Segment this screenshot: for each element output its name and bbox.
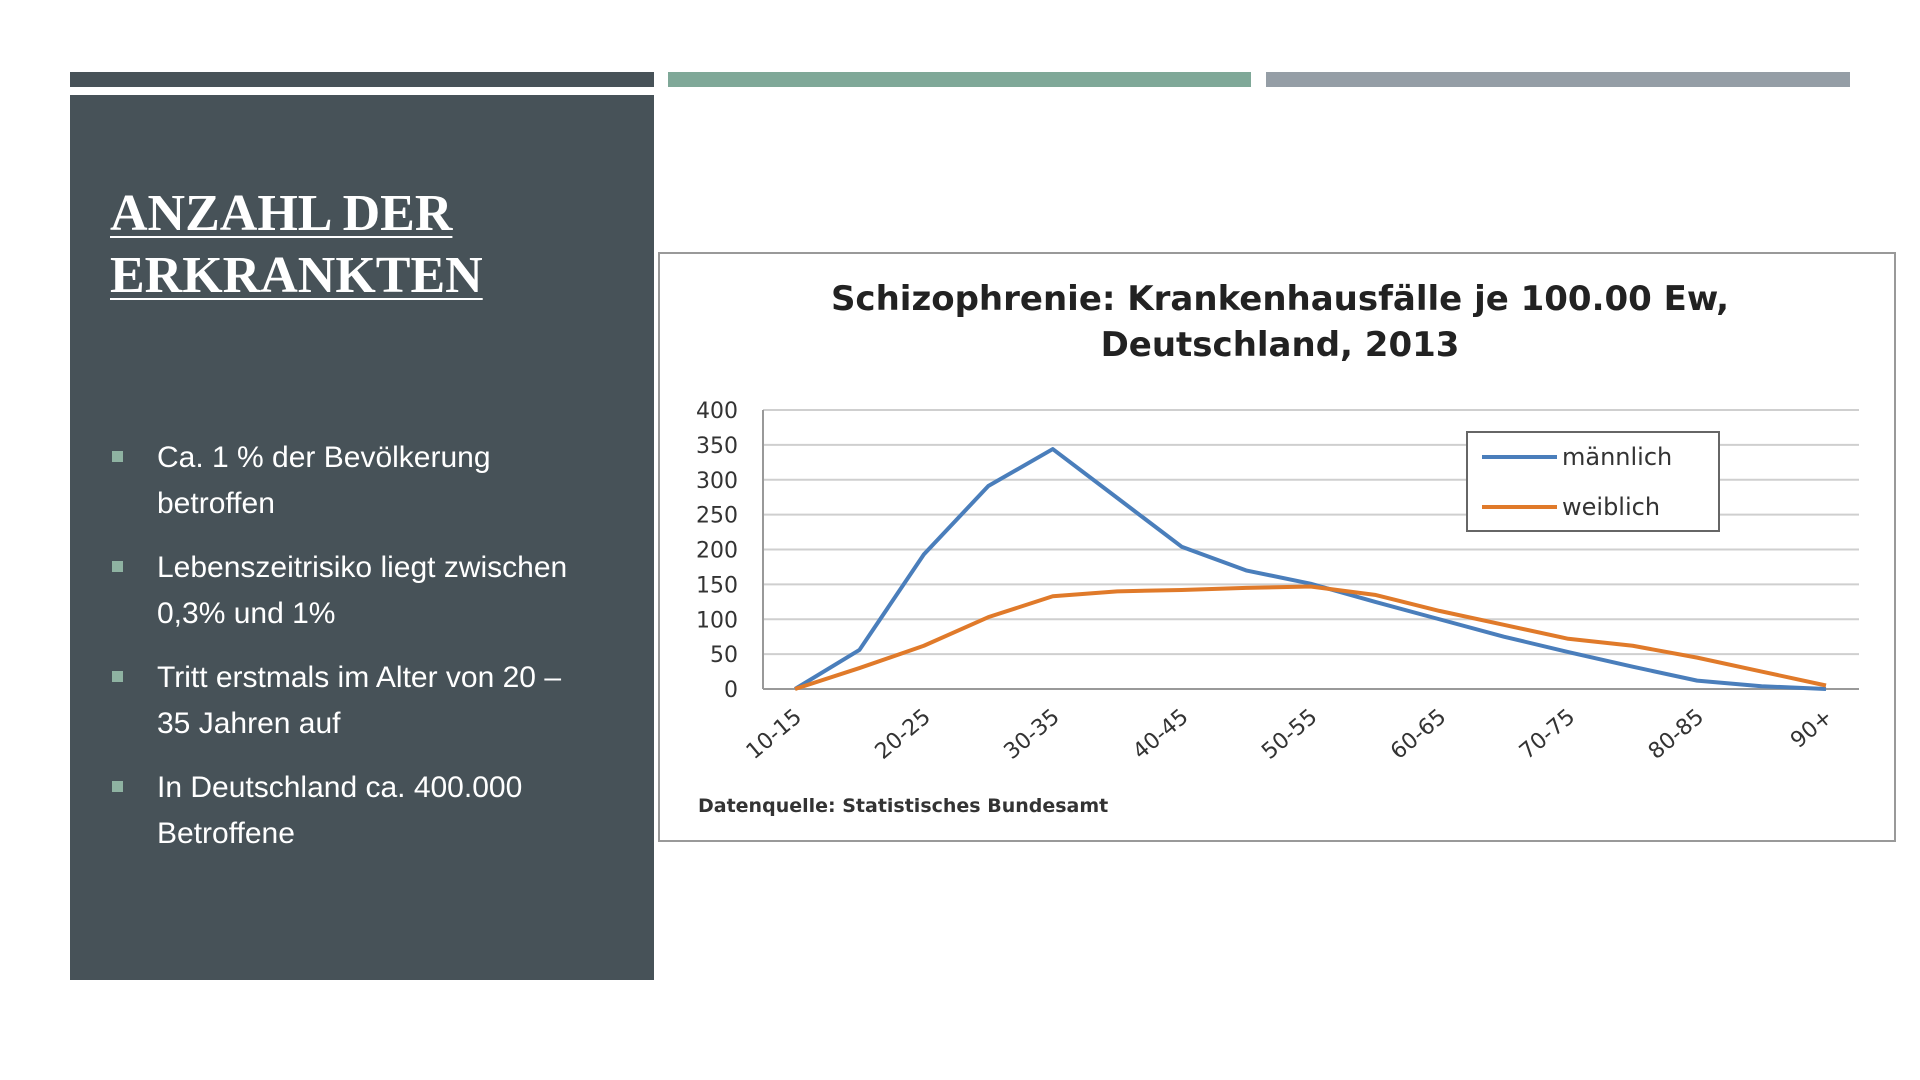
- accent-bar: [668, 72, 1251, 87]
- bullet: Lebenszeitrisiko liegt zwischen 0,3% und…: [110, 545, 580, 637]
- y-tick-label: 300: [696, 469, 738, 494]
- chart-source: Datenquelle: Statistisches Bundesamt: [698, 795, 1108, 817]
- accent-bar: [1266, 72, 1850, 87]
- bullet: Ca. 1 % der Bevölkerung betroffen: [110, 435, 580, 527]
- chart-frame: [658, 252, 1896, 842]
- legend-frame: [1466, 431, 1720, 532]
- legend-label: männlich: [1562, 443, 1672, 471]
- y-tick-label: 50: [710, 643, 738, 668]
- side-panel: ANZAHL DER ERKRANKTEN Ca. 1 % der Bevölk…: [70, 95, 654, 980]
- legend-label: weiblich: [1562, 493, 1660, 521]
- data-line: [794, 584, 1827, 691]
- y-tick-label: 200: [696, 539, 738, 564]
- title-line: ERKRANKTEN: [110, 247, 483, 304]
- bullet: In Deutschland ca. 400.000 Betroffene: [110, 765, 580, 857]
- bullet: Tritt erstmals im Alter von 20 – 35 Jahr…: [110, 655, 580, 747]
- y-tick-label: 350: [696, 434, 738, 459]
- y-tick-label: 100: [696, 608, 738, 633]
- chart-title: Schizophrenie: Krankenhausfälle je 100.0…: [830, 279, 1730, 365]
- bullet-list: Ca. 1 % der Bevölkerung betroffen Lebensz…: [110, 435, 580, 875]
- accent-bar: [70, 72, 654, 87]
- chart: Datenquelle: Statistisches Bundesamt 0 50…: [658, 252, 1896, 842]
- y-tick-label: 400: [696, 399, 738, 424]
- data-line: [793, 447, 1827, 691]
- y-tick-label: 0: [724, 678, 738, 703]
- title-line: ANZAHL DER: [110, 185, 453, 242]
- y-tick-label: 250: [696, 504, 738, 529]
- y-tick-label: 150: [696, 573, 738, 598]
- slide-title: ANZAHL DER ERKRANKTEN: [110, 183, 483, 307]
